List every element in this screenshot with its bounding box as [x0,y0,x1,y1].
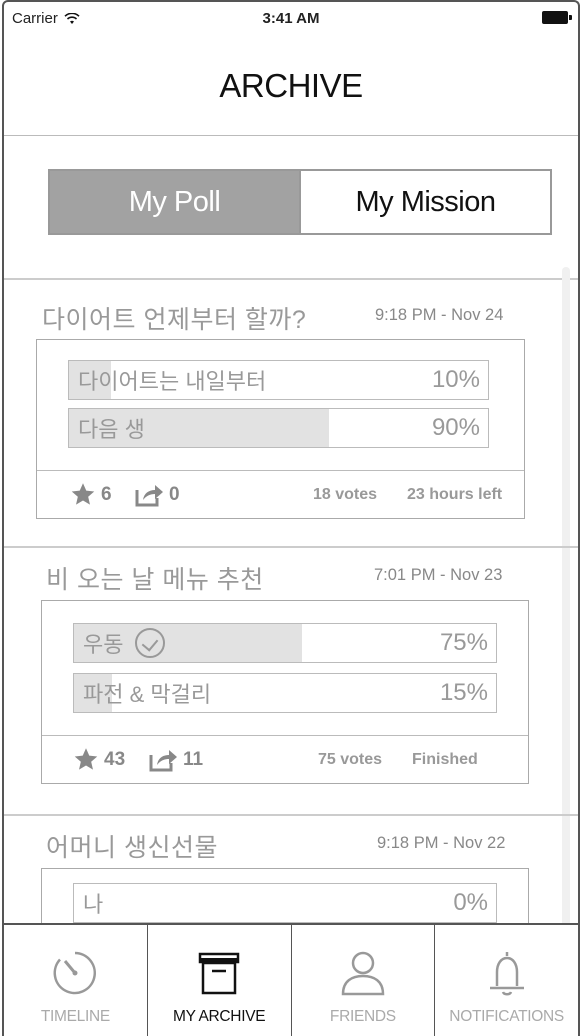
star-count: 43 [104,748,126,770]
option-percent: 0% [453,889,488,916]
share-stat[interactable]: 11 [147,736,203,783]
star-count: 6 [101,483,112,505]
option-percent: 90% [431,414,480,441]
poll-footer: 43 11 75 votes Finished [42,735,528,783]
divider [4,814,578,816]
status-bar: Carrier 3:41 AM [4,2,578,36]
option-percent: 15% [439,679,488,706]
tab-label: FRIENDS [329,1008,396,1025]
battery-icon [542,11,572,24]
clock: 3:41 AM [262,10,320,27]
share-count: 11 [183,748,204,770]
tab-my-archive[interactable]: MY ARCHIVE [146,925,291,1036]
option-label: 파전 & 막걸리 [83,682,212,707]
bell-icon [489,952,524,996]
poll-option[interactable]: 우동 75% [73,623,497,663]
option-percent: 10% [431,366,480,393]
option-percent: 75% [439,629,488,656]
poll-option[interactable]: 파전 & 막걸리 15% [73,673,497,713]
tab-timeline[interactable]: TIMELINE [4,925,147,1036]
tab-label: NOTIFICATIONS [449,1008,564,1025]
tab-notifications[interactable]: NOTIFICATIONS [434,925,578,1036]
page-title: ARCHIVE [219,66,363,104]
tab-label: MY ARCHIVE [172,1008,266,1025]
archive-icon [198,952,240,995]
option-fill [74,624,302,662]
carrier: Carrier [12,10,80,27]
divider [4,546,578,548]
share-count: 0 [169,483,180,505]
wifi-icon [64,12,80,24]
poll-option[interactable]: 다이어트는 내일부터 10% [68,360,489,400]
option-label: 다음 생 [78,417,145,442]
poll-option[interactable]: 나 0% [73,883,497,923]
checkmark-circle-icon [135,628,166,658]
segment-my-mission[interactable]: My Mission [299,171,550,233]
carrier-label: Carrier [12,10,58,27]
poll-question: 어머니 생신선물 [46,834,218,862]
segment-my-poll[interactable]: My Poll [50,171,299,233]
option-label: 다이어트는 내일부터 [78,369,267,394]
timeline-icon [53,951,97,995]
star-icon [74,748,98,770]
poll-status: Finished [412,750,478,768]
option-label: 나 [83,892,104,917]
poll-box: 다이어트는 내일부터 10% 다음 생 90% 6 0 18 votes 23 … [36,339,525,519]
poll-status: 23 hours left [407,485,503,503]
share-icon [135,484,163,506]
option-fill [69,361,111,399]
divider [4,278,578,280]
poll-date: 9:18 PM - Nov 22 [377,834,506,852]
tab-friends[interactable]: FRIENDS [290,925,435,1036]
tab-bar: TIMELINE MY ARCHIVE FRIENDS [4,923,578,1036]
star-icon [71,483,95,505]
segmented-control: My Poll My Mission [48,169,552,235]
tab-label: TIMELINE [40,1008,110,1025]
navigation-bar: ARCHIVE [4,36,578,136]
star-stat[interactable]: 6 [69,471,112,518]
poll-question: 다이어트 언제부터 할까? [42,306,307,334]
share-stat[interactable]: 0 [133,471,180,518]
poll-question: 비 오는 날 메뉴 추천 [46,566,264,594]
poll-footer: 6 0 18 votes 23 hours left [37,470,524,518]
friends-icon [341,951,385,996]
poll-date: 7:01 PM - Nov 23 [374,566,503,584]
share-icon [149,749,177,771]
vote-count: 18 votes [313,485,378,503]
option-fill [69,409,329,447]
option-fill [74,674,112,712]
poll-date: 9:18 PM - Nov 24 [375,306,504,324]
poll-box: 우동 75% 파전 & 막걸리 15% 43 11 75 votes Finis… [41,600,529,784]
option-label: 우동 [83,624,166,662]
scrollbar[interactable] [562,267,570,927]
vote-count: 75 votes [318,750,383,768]
poll-option[interactable]: 다음 생 90% [68,408,489,448]
star-stat[interactable]: 43 [72,736,125,783]
